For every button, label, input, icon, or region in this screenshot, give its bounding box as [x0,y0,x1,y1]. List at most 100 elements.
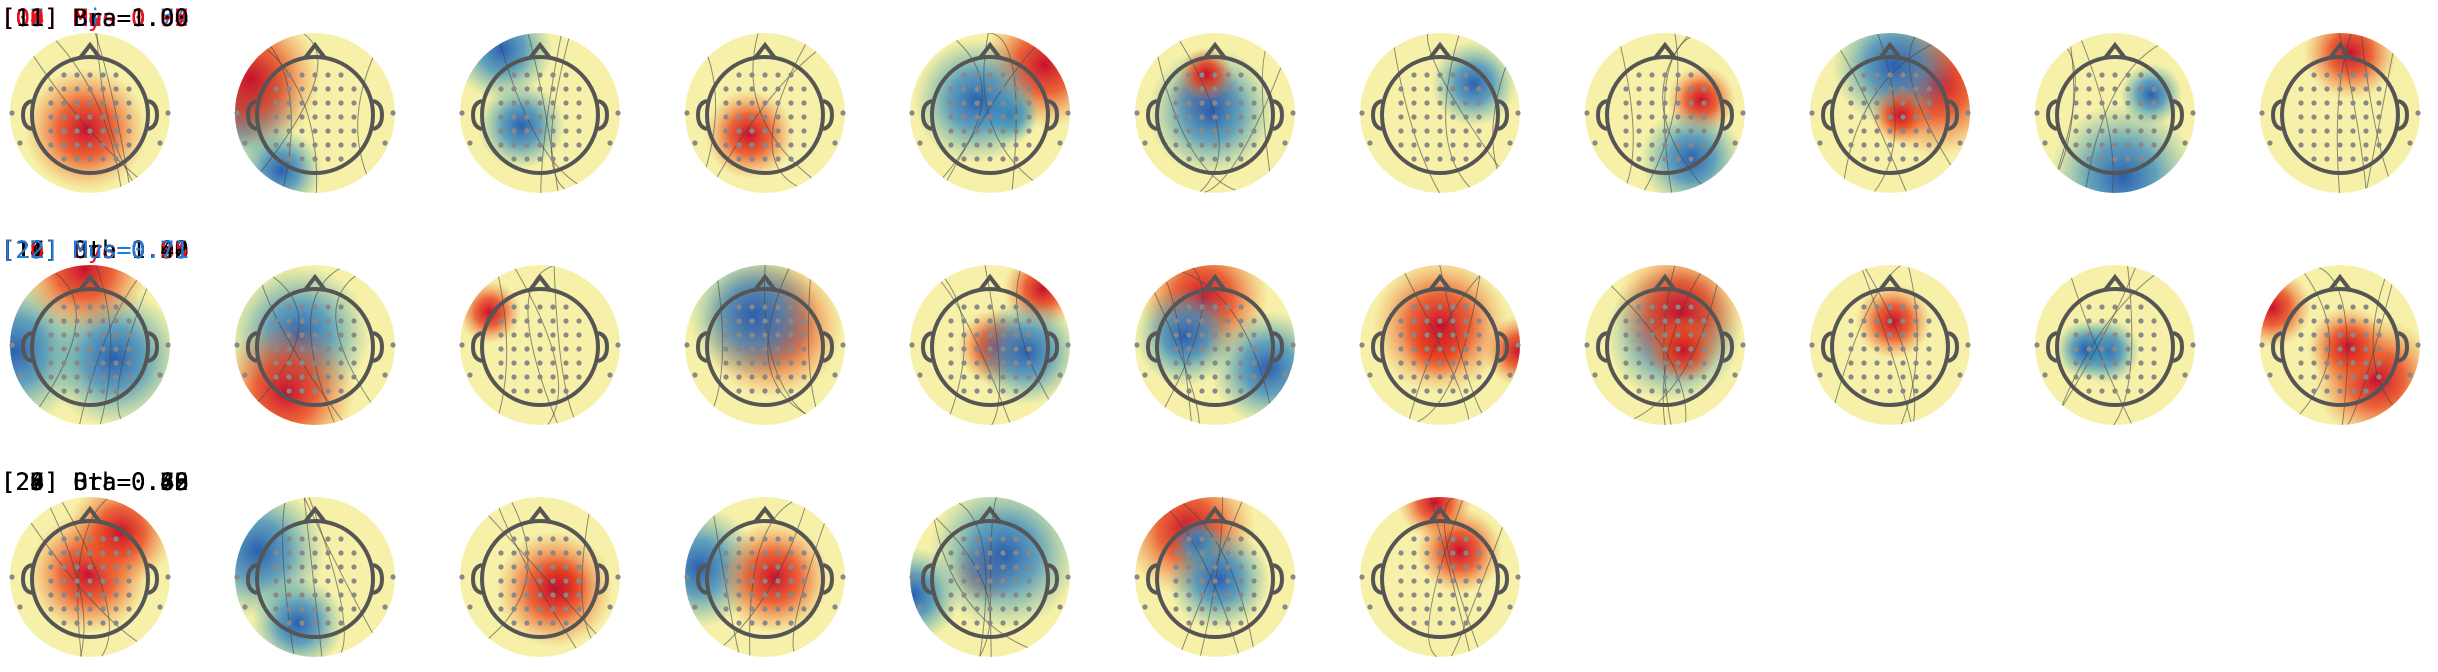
electrode [498,578,504,584]
electrode [2337,72,2343,78]
electrode [749,592,755,598]
electrode [1688,72,1694,78]
electrode [286,114,292,120]
electrode [1282,372,1288,378]
electrode [2363,318,2369,324]
electrode [2311,318,2317,324]
nose [753,273,777,292]
electrode [1013,304,1019,310]
electrode [74,86,80,92]
electrode [987,536,993,542]
electrode [498,606,504,612]
topomap-blob [1147,47,1275,175]
electrode [1212,620,1218,626]
electrode [1463,332,1469,338]
electrode [312,388,318,394]
electrode [563,536,569,542]
electrode [2363,332,2369,338]
electrode [723,564,729,570]
electrode [100,318,106,324]
electrode [286,536,292,542]
electrode [87,374,93,380]
component-label: [23] Bra=0.45 [1,468,189,496]
electrode [1900,346,1906,352]
electrode [762,86,768,92]
electrode [2376,374,2382,380]
electrode [1238,360,1244,366]
electrode [788,156,794,162]
electrode [1251,100,1257,106]
electrode [1463,156,1469,162]
electrode [87,332,93,338]
electrode [325,536,331,542]
electrode [273,550,279,556]
electrode [524,536,530,542]
electrode [607,140,613,146]
electrode [1359,110,1365,116]
nose [978,505,1002,524]
topomap [1360,265,1520,425]
component-label: [10] Mus=0.97 [1,4,189,32]
electrode [537,318,543,324]
electrode [563,374,569,380]
electrode [1848,360,1854,366]
electrode [17,372,23,378]
electrode [576,578,582,584]
electrode [1649,128,1655,134]
component-label: [14] Mus=0.66 [1,236,189,264]
electrode [273,86,279,92]
electrode [2376,128,2382,134]
electrode [1186,388,1192,394]
electrode [1809,342,1815,348]
electrode [1065,342,1071,348]
electrode [100,304,106,310]
electrode [948,114,954,120]
electrode [550,156,556,162]
electrode [2324,86,2330,92]
electrode [312,360,318,366]
electrode [1212,536,1218,542]
electrode [1199,304,1205,310]
electrode [1450,536,1456,542]
electrode [61,318,67,324]
electrode [723,550,729,556]
electrode [1411,142,1417,148]
electrode [1636,128,1642,134]
electrode [723,606,729,612]
electrode [467,372,473,378]
electrode [1199,332,1205,338]
electrode [537,304,543,310]
electrode [974,346,980,352]
electrode [9,574,15,580]
electrode [1926,346,1932,352]
electrode [1212,114,1218,120]
electrode [113,114,119,120]
electrode [961,156,967,162]
electrode [1476,332,1482,338]
electrode [1874,128,1880,134]
electrode [1238,304,1244,310]
electrode [1463,374,1469,380]
electrode [1186,142,1192,148]
electrode [1874,86,1880,92]
electrode [325,606,331,612]
electrode [2125,156,2131,162]
electrode [1913,332,1919,338]
electrode [607,604,613,610]
electrode [2086,156,2092,162]
electrode [692,140,698,146]
electrode [2073,114,2079,120]
electrode [312,72,318,78]
ear-right [372,563,385,595]
electrode [1437,620,1443,626]
electrode [563,346,569,352]
electrode [1913,114,1919,120]
electrode [74,374,80,380]
electrode [338,620,344,626]
electrode [1212,606,1218,612]
component-label: [04] Mus=0.92 [1,4,189,32]
electrode [1000,564,1006,570]
ear-right [1272,331,1285,363]
electrode [382,372,388,378]
electrode [382,604,388,610]
